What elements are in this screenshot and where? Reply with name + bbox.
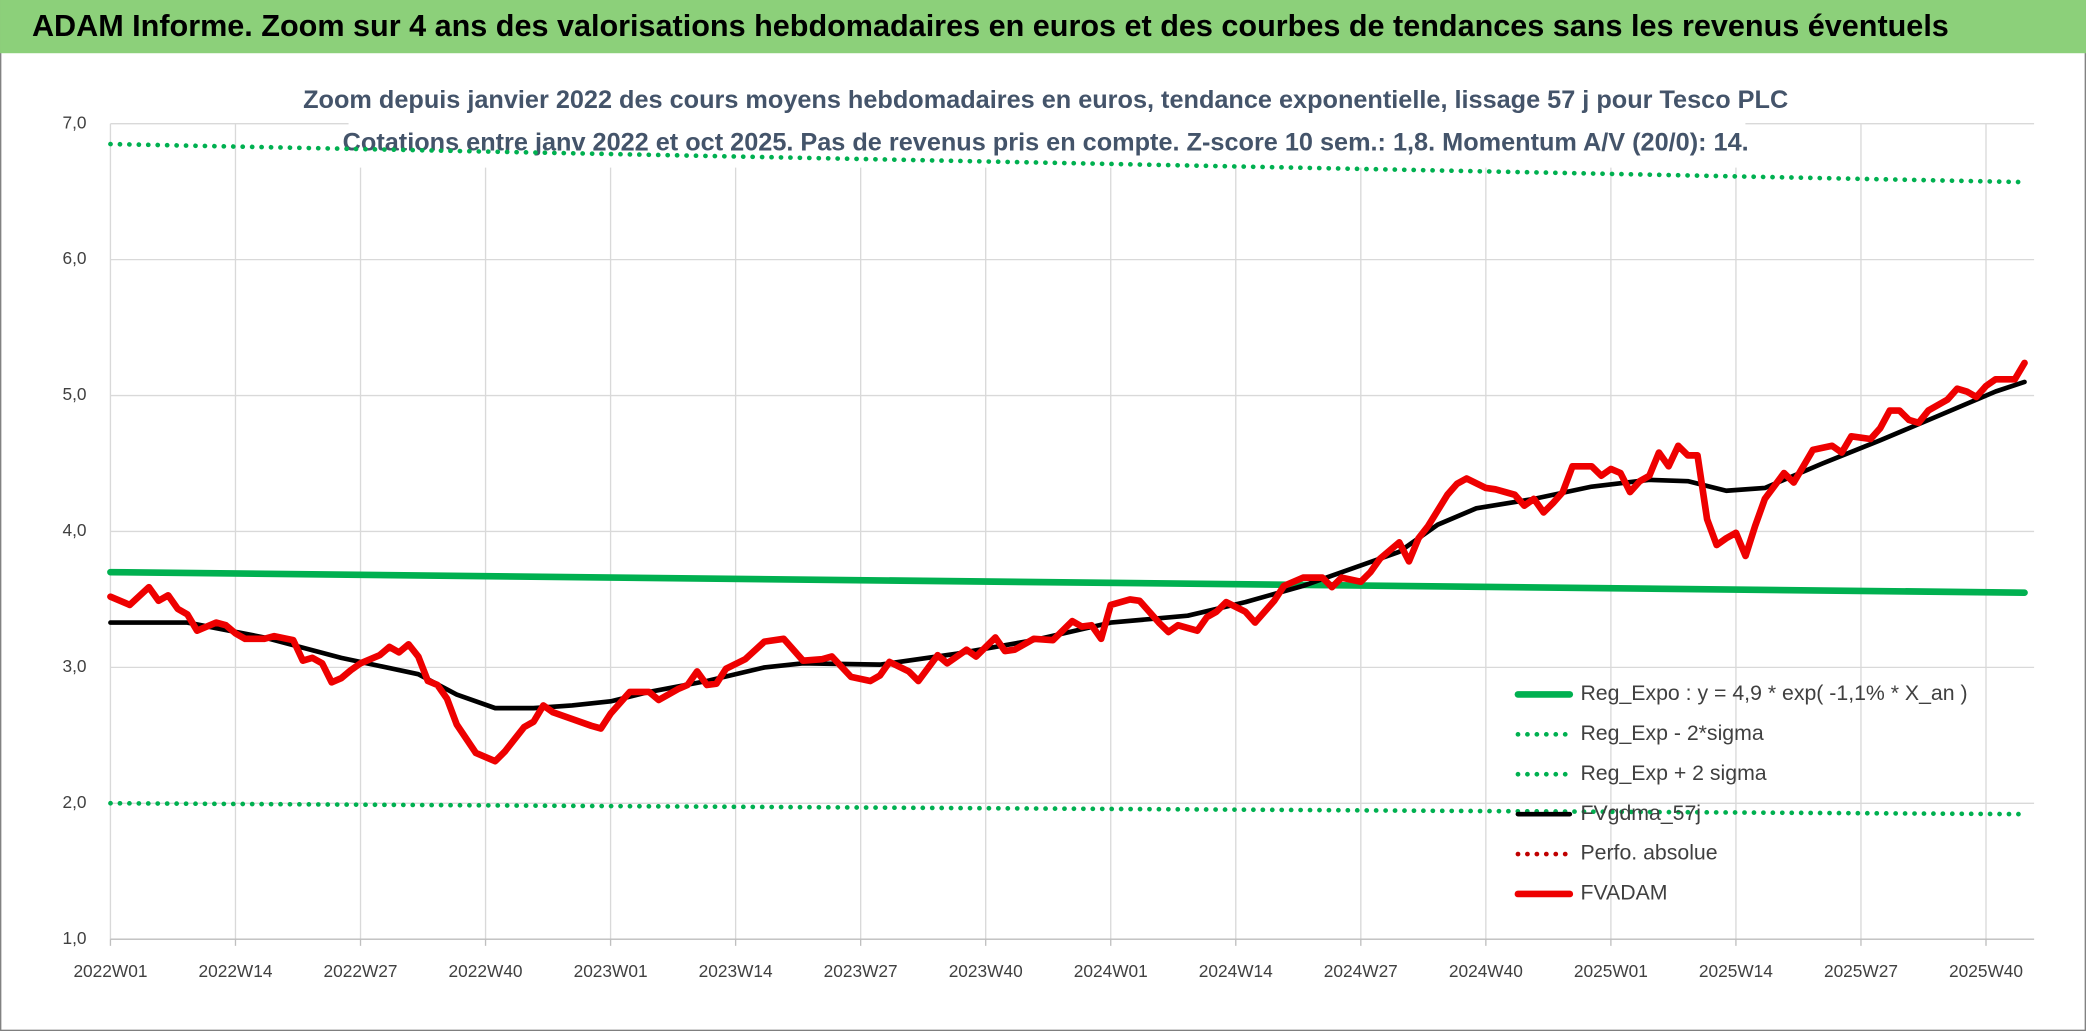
x-tick-label: 2022W14 — [198, 961, 272, 981]
series-group — [107, 141, 2028, 817]
legend-label: FVgdma_57j — [1580, 801, 1701, 825]
x-tick-label: 2023W27 — [824, 961, 898, 981]
x-tick-label: 2022W27 — [324, 961, 398, 981]
y-tick-label: 5,0 — [62, 384, 86, 404]
series-line — [108, 800, 2027, 817]
x-tick-label: 2025W40 — [1949, 961, 2023, 981]
x-tick-label: 2025W01 — [1574, 961, 1648, 981]
x-tick-label: 2023W40 — [949, 961, 1023, 981]
y-tick-label: 7,0 — [62, 112, 86, 132]
y-tick-label: 2,0 — [62, 792, 86, 812]
series-line — [108, 141, 2027, 185]
y-tick-label: 6,0 — [62, 248, 86, 268]
x-tick-label: 2023W01 — [574, 961, 648, 981]
subtitle: Zoom depuis janvier 2022 des cours moyen… — [303, 86, 1788, 114]
series-line — [107, 359, 2028, 765]
x-tick-label: 2025W14 — [1699, 961, 1773, 981]
series-line — [107, 568, 2028, 596]
y-tick-label: 3,0 — [62, 656, 86, 676]
subtitle: Cotations entre janv 2022 et oct 2025. P… — [343, 128, 1749, 156]
x-tick-label: 2024W14 — [1199, 961, 1273, 981]
legend-label: Reg_Exp + 2 sigma — [1580, 761, 1766, 785]
legend: Reg_Expo : y = 4,9 * exp( -1,1% * X_an )… — [1514, 681, 1968, 905]
banner — [0, 0, 2086, 54]
x-tick-label: 2025W27 — [1824, 961, 1898, 981]
banner-title: ADAM Informe. Zoom sur 4 ans des valoris… — [32, 9, 1949, 43]
x-tick-label: 2022W40 — [449, 961, 523, 981]
x-tick-label: 2024W27 — [1324, 961, 1398, 981]
y-tick-label: 1,0 — [62, 928, 86, 948]
legend-label: Reg_Expo : y = 4,9 * exp( -1,1% * X_an ) — [1580, 681, 1967, 705]
x-tick-label: 2023W14 — [699, 961, 773, 981]
x-tick-label: 2022W01 — [73, 961, 147, 981]
x-tick-label: 2024W01 — [1074, 961, 1148, 981]
series-line — [108, 379, 2027, 711]
legend-label: Perfo. absolue — [1580, 841, 1717, 865]
x-tick-label: 2024W40 — [1449, 961, 1523, 981]
legend-label: Reg_Exp - 2*sigma — [1580, 721, 1763, 745]
legend-label: FVADAM — [1580, 881, 1667, 905]
y-tick-label: 4,0 — [62, 520, 86, 540]
